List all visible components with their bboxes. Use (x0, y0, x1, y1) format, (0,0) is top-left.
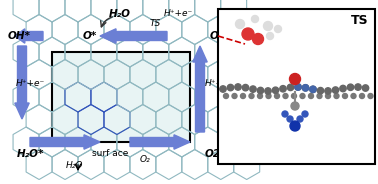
Circle shape (283, 93, 288, 98)
Circle shape (240, 93, 245, 98)
Circle shape (249, 93, 254, 98)
Circle shape (310, 86, 316, 93)
Bar (52, 52, 190, 142)
Circle shape (257, 93, 262, 98)
Text: O2*: O2* (205, 149, 226, 159)
Circle shape (272, 87, 279, 93)
Circle shape (257, 87, 264, 94)
Circle shape (242, 28, 254, 40)
Circle shape (287, 116, 293, 122)
Text: O*: O* (83, 31, 97, 41)
Circle shape (310, 86, 316, 93)
Circle shape (340, 85, 346, 92)
Text: H₂O: H₂O (109, 9, 131, 19)
Circle shape (300, 93, 305, 98)
Circle shape (295, 84, 301, 90)
Circle shape (291, 102, 299, 110)
Circle shape (251, 15, 259, 22)
Circle shape (265, 88, 271, 94)
Circle shape (334, 93, 339, 98)
Circle shape (263, 22, 273, 31)
Circle shape (355, 84, 361, 90)
Circle shape (235, 84, 241, 90)
Polygon shape (15, 29, 43, 43)
Polygon shape (30, 135, 100, 149)
Circle shape (297, 116, 303, 122)
Circle shape (302, 85, 309, 91)
Circle shape (342, 93, 347, 98)
Polygon shape (193, 46, 207, 132)
Text: H⁺+e⁻: H⁺+e⁻ (205, 79, 234, 89)
Text: OOH*: OOH* (210, 31, 242, 41)
Circle shape (317, 87, 324, 94)
Text: surf ace: surf ace (92, 149, 128, 158)
Circle shape (347, 84, 354, 91)
Circle shape (223, 93, 228, 98)
Text: TS: TS (149, 20, 161, 29)
Circle shape (302, 85, 309, 91)
Circle shape (351, 93, 356, 98)
Text: TS: TS (351, 15, 369, 27)
Circle shape (227, 84, 234, 91)
Polygon shape (130, 135, 190, 149)
Circle shape (325, 88, 331, 94)
Text: O₂: O₂ (139, 155, 150, 164)
Circle shape (295, 84, 301, 90)
Polygon shape (15, 46, 29, 119)
Circle shape (362, 85, 369, 91)
Circle shape (287, 84, 294, 91)
Circle shape (308, 93, 313, 98)
Circle shape (359, 93, 364, 98)
Circle shape (368, 93, 373, 98)
Circle shape (325, 93, 330, 98)
Circle shape (232, 93, 237, 98)
Circle shape (282, 111, 288, 117)
Text: H₂O: H₂O (66, 162, 84, 171)
Circle shape (274, 26, 282, 33)
Circle shape (235, 20, 245, 29)
Text: H⁺+e⁻: H⁺+e⁻ (15, 79, 45, 89)
Circle shape (220, 86, 226, 92)
Circle shape (280, 86, 286, 92)
Circle shape (332, 87, 339, 93)
Circle shape (250, 86, 256, 92)
Polygon shape (100, 29, 167, 43)
Bar (218, 9, 375, 164)
Circle shape (242, 84, 249, 91)
Circle shape (290, 73, 301, 84)
Text: OH*: OH* (8, 31, 31, 41)
Circle shape (290, 121, 300, 131)
Circle shape (291, 93, 296, 98)
Text: H⁺+e⁻: H⁺+e⁻ (163, 10, 193, 19)
Circle shape (302, 111, 308, 117)
Circle shape (266, 33, 274, 40)
Circle shape (274, 93, 279, 98)
Circle shape (266, 93, 271, 98)
Text: H₂O*: H₂O* (16, 149, 44, 159)
Circle shape (253, 33, 263, 45)
Circle shape (317, 93, 322, 98)
